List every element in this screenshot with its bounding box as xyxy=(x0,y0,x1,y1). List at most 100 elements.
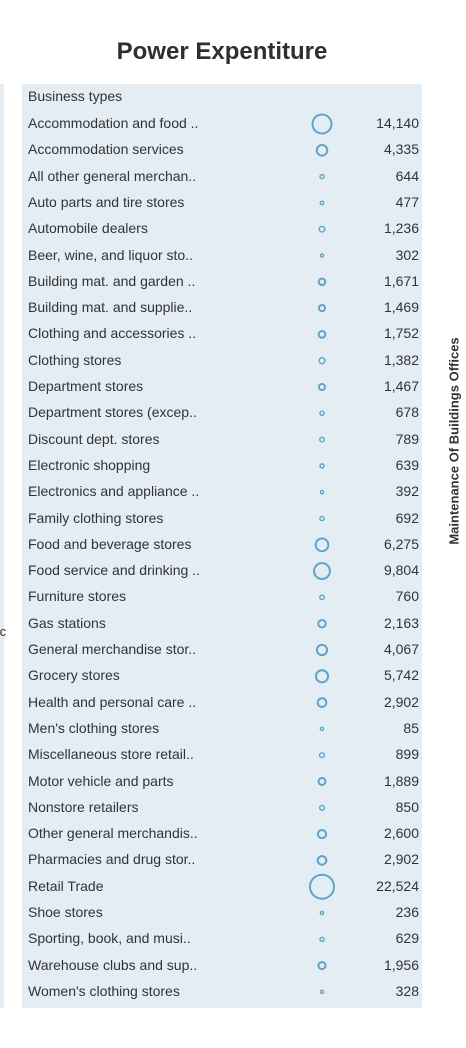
category-label: Shoe stores xyxy=(28,904,103,920)
value-circle-mark[interactable] xyxy=(319,253,325,258)
value-circle-mark[interactable] xyxy=(319,436,325,443)
category-label: Food service and drinking .. xyxy=(28,562,200,579)
category-label: Miscellaneous store retail.. xyxy=(28,746,194,763)
category-label: Nonstore retailers xyxy=(28,798,139,815)
category-label: Building mat. and garden .. xyxy=(28,272,196,289)
value-circle-mark[interactable] xyxy=(311,113,333,135)
value-label: 639 xyxy=(395,456,419,473)
category-label: Accommodation and food .. xyxy=(28,115,199,131)
category-label: All other general merchan.. xyxy=(28,167,197,184)
category-label: Health and personal care .. xyxy=(28,693,197,710)
chart-title: Power Expentiture xyxy=(116,38,328,65)
value-label: 6,275 xyxy=(383,535,419,552)
row-header: Business types xyxy=(28,88,123,104)
value-circle-mark[interactable] xyxy=(315,643,329,657)
value-label: 899 xyxy=(395,746,419,763)
value-label: 14,140 xyxy=(376,115,419,131)
category-label: Automobile dealers xyxy=(28,220,148,237)
value-circle-mark[interactable] xyxy=(319,936,325,943)
value-label: 2,902 xyxy=(383,851,419,868)
value-label: 4,067 xyxy=(383,641,419,657)
value-label: 9,804 xyxy=(383,562,419,579)
value-label: 1,469 xyxy=(383,299,419,316)
value-label: 1,671 xyxy=(383,272,419,289)
value-label: 22,524 xyxy=(376,877,419,894)
category-label: Clothing stores xyxy=(28,351,122,368)
category-label: Pharmacies and drug stor.. xyxy=(28,851,196,868)
value-label: 1,752 xyxy=(383,325,419,342)
value-circle-mark[interactable] xyxy=(316,855,328,866)
value-circle-mark[interactable] xyxy=(314,537,330,553)
value-circle-mark[interactable] xyxy=(317,277,327,287)
value-label: 5,742 xyxy=(383,667,419,684)
value-circle-mark[interactable] xyxy=(315,144,329,157)
value-circle-mark[interactable] xyxy=(317,382,327,392)
value-circle-mark[interactable] xyxy=(318,225,326,233)
value-circle-mark[interactable] xyxy=(319,726,325,732)
value-label: 1,236 xyxy=(383,220,419,237)
value-label: 1,467 xyxy=(383,378,419,394)
value-circle-mark[interactable] xyxy=(317,618,327,629)
value-circle-mark[interactable] xyxy=(319,463,325,469)
value-circle-mark[interactable] xyxy=(319,594,325,601)
value-circle-mark[interactable] xyxy=(318,752,326,759)
category-label: Accommodation services xyxy=(28,141,184,158)
category-label: Electronic shopping xyxy=(28,456,151,473)
value-label: 1,889 xyxy=(383,772,419,789)
value-circle-mark[interactable] xyxy=(318,804,326,811)
value-label: 1,382 xyxy=(383,351,419,368)
value-label: 2,600 xyxy=(383,825,419,842)
value-circle-mark[interactable] xyxy=(314,669,330,684)
category-label: Grocery stores xyxy=(28,667,120,684)
category-label: Beer, wine, and liquor sto.. xyxy=(28,246,193,263)
value-label: 4,335 xyxy=(383,141,419,158)
left-panel-edge xyxy=(0,84,4,1008)
value-circle-mark[interactable] xyxy=(319,173,325,180)
value-circle-mark[interactable] xyxy=(319,515,325,522)
value-circle-mark[interactable] xyxy=(319,989,325,995)
value-circle-mark[interactable] xyxy=(317,330,327,339)
value-circle-mark[interactable] xyxy=(317,961,327,971)
value-label: 692 xyxy=(395,509,419,526)
category-label: Department stores xyxy=(28,378,144,394)
category-label: Sporting, book, and musi.. xyxy=(28,930,191,947)
value-circle-mark[interactable] xyxy=(317,304,327,313)
value-label: 678 xyxy=(395,404,419,421)
value-label: 850 xyxy=(395,798,419,815)
value-circle-mark[interactable] xyxy=(319,200,325,206)
category-label: General merchandise stor.. xyxy=(28,641,197,657)
category-label: Clothing and accessories .. xyxy=(28,325,197,342)
category-label: Women's clothing stores xyxy=(28,982,180,999)
category-label: Auto parts and tire stores xyxy=(28,193,185,210)
category-label: Warehouse clubs and sup.. xyxy=(28,956,198,973)
value-label: 644 xyxy=(395,167,419,184)
value-label: 760 xyxy=(395,588,419,605)
category-label: Department stores (excep.. xyxy=(28,404,197,421)
category-label: Furniture stores xyxy=(28,588,127,605)
value-circle-mark[interactable] xyxy=(317,777,327,786)
category-label: Food and beverage stores xyxy=(28,535,192,552)
value-label: 236 xyxy=(395,904,419,920)
category-label: Retail Trade xyxy=(28,877,104,894)
value-circle-mark[interactable] xyxy=(319,410,325,417)
value-circle-mark[interactable] xyxy=(316,829,328,840)
value-circle-mark[interactable] xyxy=(319,489,325,495)
cut-off-label: tc xyxy=(0,624,7,639)
value-circle-mark[interactable] xyxy=(318,357,326,365)
value-circle-mark[interactable] xyxy=(316,697,328,708)
value-label: 2,163 xyxy=(383,614,419,631)
value-circle-mark[interactable] xyxy=(313,562,331,581)
value-label: 328 xyxy=(395,982,419,999)
category-label: Gas stations xyxy=(28,614,106,631)
category-label: Electronics and appliance .. xyxy=(28,483,200,500)
category-label: Men's clothing stores xyxy=(28,719,160,736)
category-label: Other general merchandis.. xyxy=(28,825,198,842)
value-label: 629 xyxy=(395,930,419,947)
value-circle-mark[interactable] xyxy=(309,873,335,900)
category-label: Discount dept. stores xyxy=(28,430,160,447)
category-label: Motor vehicle and parts xyxy=(28,772,174,789)
value-circle-mark[interactable] xyxy=(319,910,325,916)
value-label: 302 xyxy=(395,246,419,263)
value-label: 85 xyxy=(403,719,419,736)
